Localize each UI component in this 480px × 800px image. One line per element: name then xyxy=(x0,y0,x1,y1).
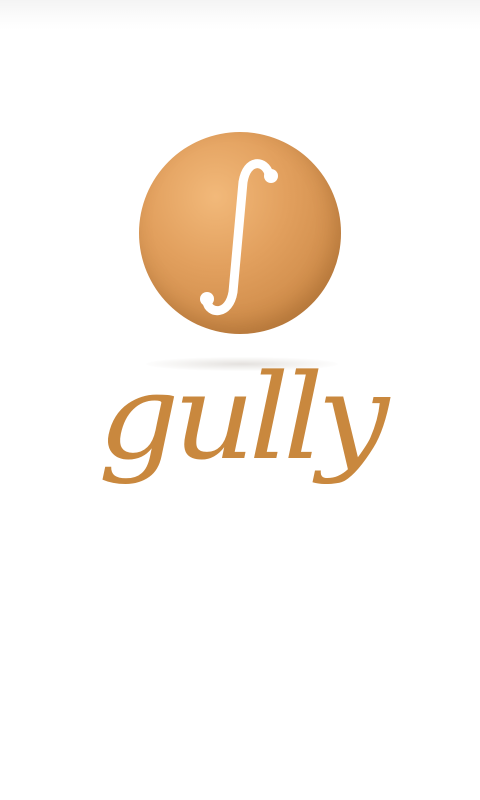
logo-reflection xyxy=(146,357,338,371)
integral-sign-icon xyxy=(200,159,278,315)
status-bar-shadow xyxy=(0,0,480,30)
brand-name: gully xyxy=(98,348,389,486)
logo-orb-icon xyxy=(139,132,341,334)
